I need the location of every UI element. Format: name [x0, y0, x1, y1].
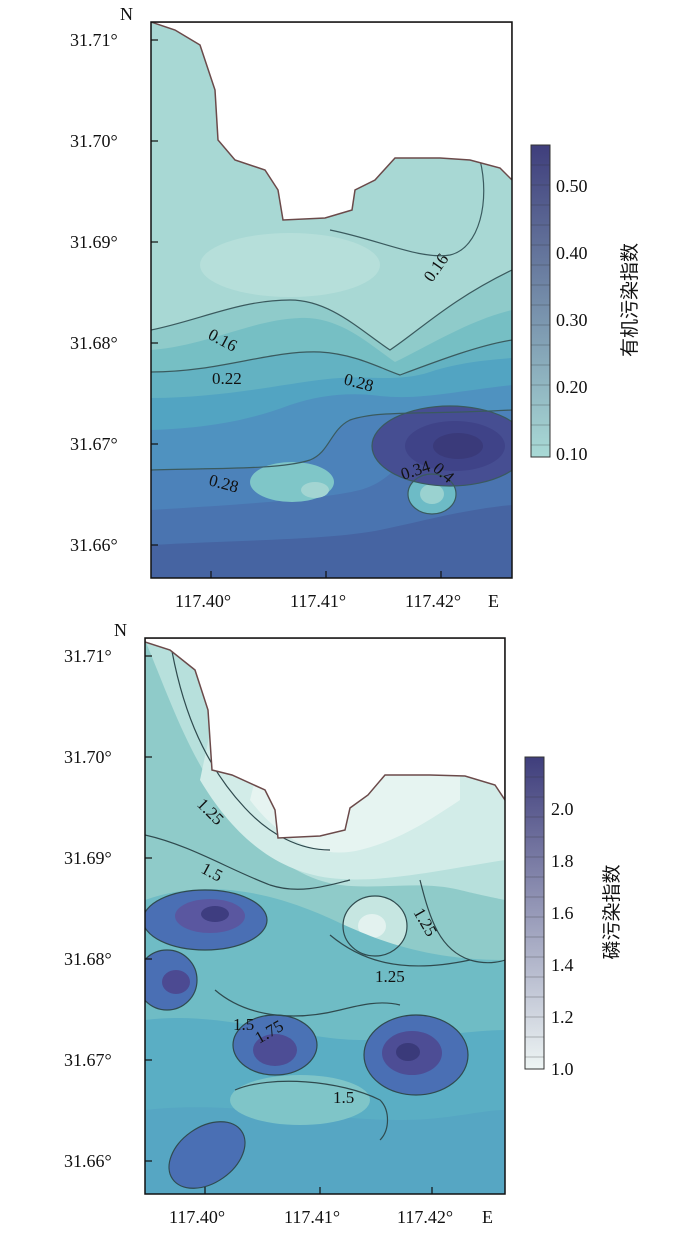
organic-lon-tick: 117.41° — [290, 591, 346, 611]
phosphorus-colorbar-title: 磷污染指数 — [601, 864, 623, 959]
phosphorus-contour-fill — [145, 638, 505, 1194]
organic-colorbar: 0.50 0.40 0.30 0.20 0.10 有机污染指数 — [530, 144, 641, 464]
organic-lat-tick: 31.71° — [70, 30, 118, 50]
organic-colorbar-tick: 0.20 — [556, 377, 588, 397]
phosphorus-lat-tick: 31.66° — [64, 1151, 112, 1171]
organic-colorbar-title: 有机污染指数 — [619, 243, 641, 357]
phosphorus-east-label: E — [482, 1207, 493, 1227]
organic-lat-tick: 31.69° — [70, 232, 118, 252]
organic-colorbar-tick: 0.40 — [556, 243, 588, 263]
phosphorus-lat-tick: 31.70° — [64, 747, 112, 767]
organic-lon-tick: 117.40° — [175, 591, 231, 611]
phosphorus-axis-ticks — [145, 655, 433, 1194]
phosphorus-colorbar-tick: 1.0 — [551, 1059, 574, 1079]
organic-map-frame — [150, 21, 513, 579]
phosphorus-map-frame — [144, 637, 506, 1195]
organic-colorbar-tick: 0.10 — [556, 444, 588, 464]
organic-contour-label: 0.22 — [212, 369, 242, 388]
organic-lon-tick: 117.42° — [405, 591, 461, 611]
organic-lat-tick: 31.67° — [70, 434, 118, 454]
organic-north-label: N — [120, 4, 133, 24]
organic-axis-ticks — [151, 39, 442, 578]
phosphorus-contour-label: 1.5 — [333, 1088, 354, 1107]
phosphorus-colorbar: 2.0 1.8 1.6 1.4 1.2 1.0 磷污染指数 — [524, 756, 623, 1079]
organic-colorbar-tick: 0.50 — [556, 176, 588, 196]
phosphorus-lat-tick: 31.69° — [64, 848, 112, 868]
phosphorus-lon-tick: 117.42° — [397, 1207, 453, 1227]
phosphorus-lon-tick: 117.41° — [284, 1207, 340, 1227]
organic-lat-tick: 31.70° — [70, 131, 118, 151]
phosphorus-colorbar-tick: 1.8 — [551, 851, 574, 871]
phosphorus-colorbar-tick: 1.6 — [551, 903, 574, 923]
organic-lat-tick: 31.68° — [70, 333, 118, 353]
organic-east-label: E — [488, 591, 499, 611]
phosphorus-lat-tick: 31.71° — [64, 646, 112, 666]
phosphorus-lat-tick: 31.68° — [64, 949, 112, 969]
phosphorus-colorbar-tick: 1.2 — [551, 1007, 574, 1027]
organic-contour-fill — [151, 22, 512, 578]
phosphorus-contour-label: 1.5 — [233, 1015, 254, 1034]
phosphorus-colorbar-tick: 1.4 — [551, 955, 574, 975]
phosphorus-north-label: N — [114, 620, 127, 640]
phosphorus-contour-label: 1.25 — [375, 967, 405, 986]
map-panel-phosphorus: 1.25 1.5 1.25 1.25 1.5 1.75 1.5 N 31.71°… — [64, 620, 623, 1227]
phosphorus-lat-tick: 31.67° — [64, 1050, 112, 1070]
map-panel-organic: 0.16 0.16 0.22 0.28 0.28 0.4 0.34 N 31.7… — [70, 4, 641, 611]
organic-lat-tick: 31.66° — [70, 535, 118, 555]
phosphorus-lon-tick: 117.40° — [169, 1207, 225, 1227]
phosphorus-colorbar-tick: 2.0 — [551, 799, 574, 819]
organic-colorbar-tick: 0.30 — [556, 310, 588, 330]
